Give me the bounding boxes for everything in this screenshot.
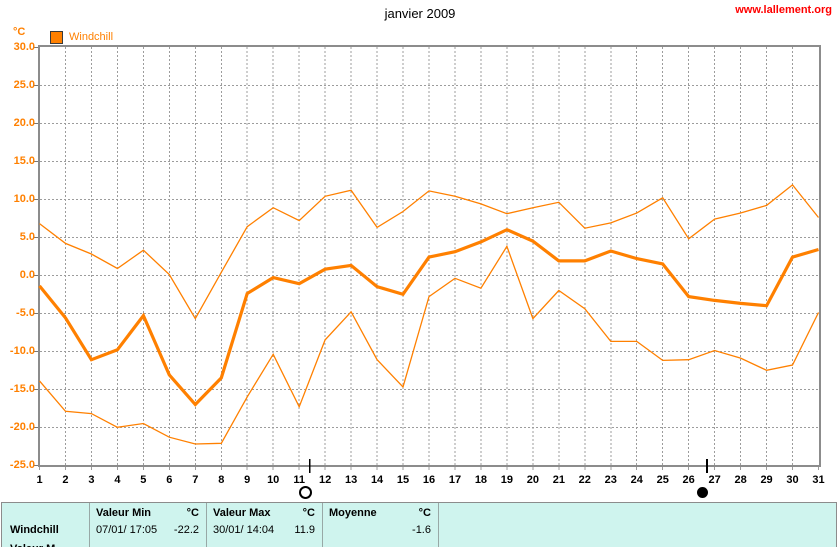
x-tick-label: 31 bbox=[812, 474, 825, 486]
header-valeur-max: Valeur Max °C bbox=[213, 507, 315, 519]
clipped-next-row-label: Valeur M bbox=[10, 542, 55, 547]
header-valeur-min: Valeur Min °C bbox=[96, 507, 199, 519]
x-tick-label: 21 bbox=[552, 474, 565, 486]
x-tick-label: 12 bbox=[319, 474, 332, 486]
new-moon-icon bbox=[697, 487, 709, 498]
chart-title: janvier 2009 bbox=[384, 6, 456, 21]
y-tick-label: 10.0 bbox=[13, 193, 35, 206]
y-tick-label: 0.0 bbox=[19, 269, 35, 282]
table-row-label: Windchill bbox=[10, 524, 59, 536]
x-tick-label: 26 bbox=[682, 474, 695, 486]
x-tick-label: 9 bbox=[244, 474, 251, 486]
table-separator bbox=[206, 503, 207, 547]
y-tick-label: 5.0 bbox=[19, 231, 35, 244]
y-tick-label: -5.0 bbox=[16, 307, 35, 320]
x-tick-label: 13 bbox=[344, 474, 358, 486]
x-tick-label: 28 bbox=[734, 474, 747, 486]
y-tick-label: 15.0 bbox=[13, 155, 35, 168]
x-tick-label: 7 bbox=[192, 474, 199, 486]
x-tick-label: 30 bbox=[786, 474, 799, 486]
full-moon-icon bbox=[299, 486, 313, 499]
x-tick-label: 20 bbox=[526, 474, 539, 486]
x-tick-label: 23 bbox=[604, 474, 617, 486]
x-tick-label: 24 bbox=[630, 474, 643, 486]
x-tick-label: 18 bbox=[474, 474, 488, 486]
x-tick-label: 17 bbox=[448, 474, 462, 486]
x-tick-label: 10 bbox=[267, 474, 280, 486]
valeur-max-cell: 30/01/ 14:04 11.9 bbox=[213, 524, 315, 536]
x-tick-label: 25 bbox=[656, 474, 669, 486]
y-tick-label: 20.0 bbox=[13, 117, 35, 130]
moyenne-cell: -1.6 bbox=[412, 524, 431, 536]
x-tick-label: 6 bbox=[166, 474, 173, 486]
series-min bbox=[39, 244, 820, 445]
legend-color-swatch bbox=[50, 30, 63, 44]
x-tick-label: 8 bbox=[218, 474, 225, 486]
x-tick-label: 14 bbox=[370, 474, 384, 486]
y-axis-unit-label: °C bbox=[13, 26, 26, 38]
x-tick-label: 27 bbox=[708, 474, 721, 486]
y-tick-label: 25.0 bbox=[13, 79, 35, 92]
legend-label: Windchill bbox=[69, 31, 114, 43]
chart-canvas bbox=[33, 45, 821, 473]
stats-table: Valeur Min °C Valeur Max °C Moyenne °C W… bbox=[1, 502, 837, 547]
y-tick-label: -25.0 bbox=[9, 459, 35, 472]
x-tick-label: 22 bbox=[578, 474, 591, 486]
x-tick-label: 2 bbox=[62, 474, 69, 486]
x-tick-label: 1 bbox=[36, 474, 43, 486]
header-moyenne: Moyenne °C bbox=[329, 507, 431, 519]
x-tick-label: 4 bbox=[114, 474, 121, 486]
legend: Windchill bbox=[50, 30, 113, 44]
x-tick-label: 15 bbox=[396, 474, 410, 486]
table-separator bbox=[322, 503, 323, 547]
table-separator bbox=[438, 503, 439, 547]
x-tick-label: 5 bbox=[140, 474, 147, 486]
x-tick-label: 3 bbox=[88, 474, 95, 486]
x-tick-label: 16 bbox=[422, 474, 436, 486]
x-tick-label: 19 bbox=[500, 474, 514, 486]
table-separator bbox=[89, 503, 90, 547]
x-tick-label: 11 bbox=[293, 474, 305, 486]
series-max bbox=[39, 183, 820, 320]
website-link[interactable]: www.lallement.org bbox=[735, 4, 832, 16]
series-mean bbox=[38, 227, 819, 407]
y-tick-label: -15.0 bbox=[9, 383, 35, 396]
x-tick-label: 29 bbox=[760, 474, 773, 486]
y-tick-label: -10.0 bbox=[9, 345, 35, 358]
y-tick-label: 30.0 bbox=[13, 41, 35, 54]
plot-border bbox=[38, 45, 821, 467]
valeur-min-cell: 07/01/ 17:05 -22.2 bbox=[96, 524, 199, 536]
y-tick-label: -20.0 bbox=[9, 421, 35, 434]
